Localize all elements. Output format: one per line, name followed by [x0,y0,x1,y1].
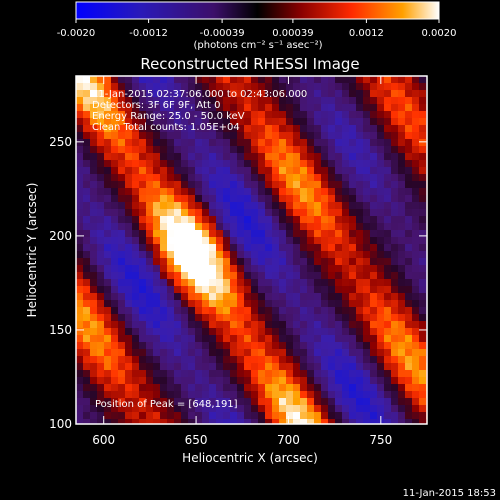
colorbar-tick-label: 0.00039 [272,28,313,39]
image-title: Reconstructed RHESSI Image [140,55,359,73]
colorbar-tick-label: -0.0012 [129,28,168,39]
peak-position-text: Position of Peak = [648,191] [95,399,238,410]
y-tick-label: 200 [49,229,72,243]
rhessi-image [76,76,427,424]
footer-timestamp: 11-Jan-2015 18:53 [403,488,496,499]
plot-frame [75,75,428,425]
observation-info: 11-Jan-2015 02:37:06.000 to 02:43:06.000… [92,89,307,133]
info-line-counts: Clean Total counts: 1.05E+04 [92,122,240,133]
x-axis-label: Heliocentric X (arcsec) [182,451,318,465]
y-tick-label: 150 [49,323,72,337]
x-tick-label: 700 [277,433,300,447]
colorbar-ticks: -0.0020 -0.0012 -0.00039 0.00039 0.0012 0.002… [57,19,457,39]
x-tick-label: 650 [185,433,208,447]
y-axis-label: Heliocentric Y (arcsec) [25,183,39,318]
x-tick-label: 600 [92,433,115,447]
y-tick-label: 100 [49,417,72,431]
x-tick-label: 750 [369,433,392,447]
colorbar-tick-label: 0.0012 [349,28,384,39]
colorbar-tick-label: 0.0020 [422,28,457,39]
colorbar-tick-label: -0.00039 [200,28,245,39]
colorbar-unit-label: (photons cm⁻² s⁻¹ asec⁻²) [193,40,322,51]
y-axis-ticks: 100 150 200 250 [49,135,427,431]
info-line-energy: Energy Range: 25.0 - 50.0 keV [92,111,245,122]
colorbar-tick-label: -0.0020 [57,28,96,39]
y-tick-label: 250 [49,135,72,149]
info-line-time: 11-Jan-2015 02:37:06.000 to 02:43:06.000 [92,89,307,100]
colorbar [75,1,440,20]
x-axis-ticks: 600 650 700 750 [92,76,392,447]
info-line-detectors: Detectors: 3F 6F 9F, Att 0 [92,100,220,111]
